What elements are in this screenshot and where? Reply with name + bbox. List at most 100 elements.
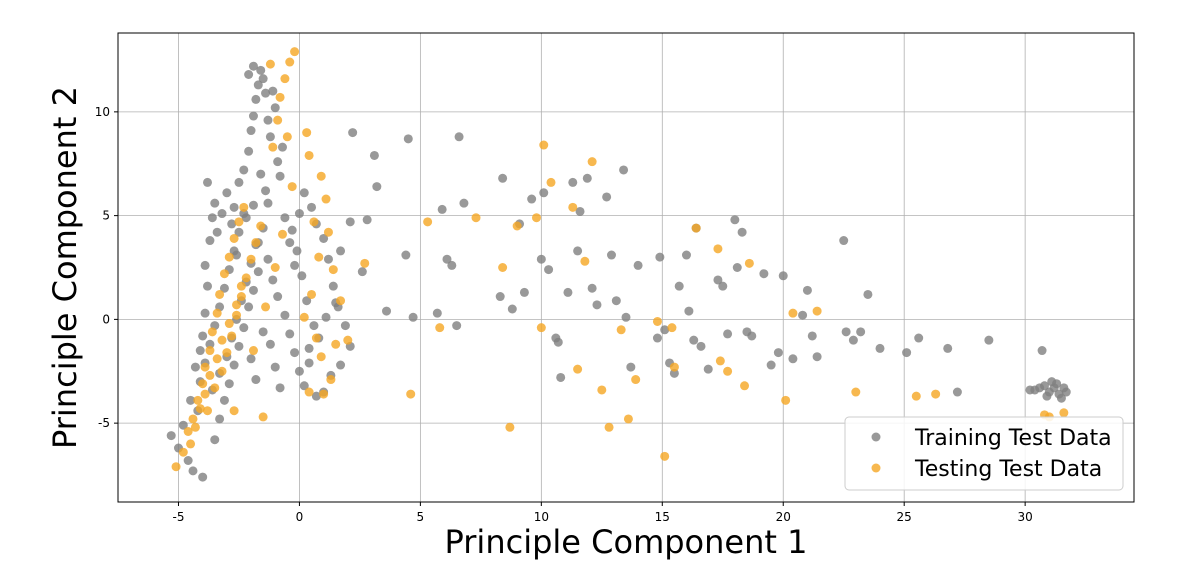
training-point [251,375,261,385]
training-point [563,287,573,297]
x-tick-label: -5 [172,510,184,524]
training-point [323,254,333,264]
testing-point [911,391,921,401]
training-point [689,335,699,345]
training-point [253,267,263,277]
training-point [669,368,679,378]
training-point [1035,383,1045,393]
training-point [568,177,578,187]
training-point [1037,346,1047,356]
testing-point [270,263,280,272]
training-point [207,213,217,223]
testing-point [667,323,677,333]
testing-point [573,364,583,374]
training-point [807,331,817,341]
training-point [290,348,300,358]
training-point [229,246,239,256]
testing-point [195,404,205,414]
training-point [403,134,413,144]
training-point [203,281,213,291]
training-point [778,271,788,281]
training-point [592,300,602,310]
training-point [270,362,280,372]
testing-point [246,254,256,264]
testing-point [265,59,275,69]
training-point [766,360,776,370]
training-point [203,177,213,187]
training-point [321,312,331,322]
training-point [200,308,210,318]
testing-point [319,389,329,399]
testing-point [224,319,234,329]
legend-marker-training [871,432,881,442]
training-point [200,260,210,270]
y-axis-ticks: -5 0 5 10 [95,105,118,430]
training-point [246,354,256,364]
testing-point [539,140,549,150]
training-point [273,292,283,302]
training-point [309,321,319,331]
training-point [248,111,258,121]
legend-label-testing: Testing Test Data [914,457,1102,482]
legend-box [844,416,1124,491]
training-point [442,254,452,264]
testing-point [241,273,251,283]
training-point [713,275,723,285]
training-point [248,200,258,210]
testing-point [232,310,242,320]
training-point [507,304,517,314]
training-point [219,283,229,293]
testing-point [200,389,210,399]
testing-point [309,217,319,227]
training-point [210,435,220,445]
training-point [299,188,309,198]
testing-point [285,57,295,67]
testing-point [536,323,546,333]
training-point [265,339,275,349]
testing-point [203,406,213,416]
training-point [198,472,208,482]
training-point [210,198,220,208]
testing-point [616,325,626,335]
training-point [248,61,258,71]
testing-point [316,171,326,181]
y-tick-label: 5 [102,209,110,223]
testing-point [268,142,278,152]
training-point [340,321,350,331]
training-point [447,260,457,270]
training-point [256,169,266,179]
training-point [336,246,346,256]
x-tick-label: 15 [655,510,670,524]
testing-point [205,346,215,356]
training-point [345,217,355,227]
training-point [1056,393,1066,403]
testing-point [239,202,249,212]
training-point [273,157,283,167]
testing-point [304,387,314,397]
training-point [239,323,249,333]
testing-point [234,217,244,227]
testing-point [212,354,222,364]
training-point [166,431,176,441]
training-point [382,306,392,316]
training-point [798,310,808,320]
training-point [498,173,508,183]
testing-point [215,289,225,299]
training-point [626,362,636,372]
legend-label-training: Training Test Data [914,426,1112,451]
training-point [224,379,234,389]
training-point [246,126,256,136]
testing-point [652,316,662,326]
training-point [737,227,747,237]
training-point [280,310,290,320]
testing-point [282,132,292,142]
training-point [984,335,994,345]
training-point [304,358,314,368]
testing-point [505,422,515,432]
training-point [660,325,670,335]
training-point [539,188,549,198]
training-point [556,372,566,382]
training-point [251,94,261,104]
testing-point [207,327,217,337]
testing-point [217,366,227,376]
